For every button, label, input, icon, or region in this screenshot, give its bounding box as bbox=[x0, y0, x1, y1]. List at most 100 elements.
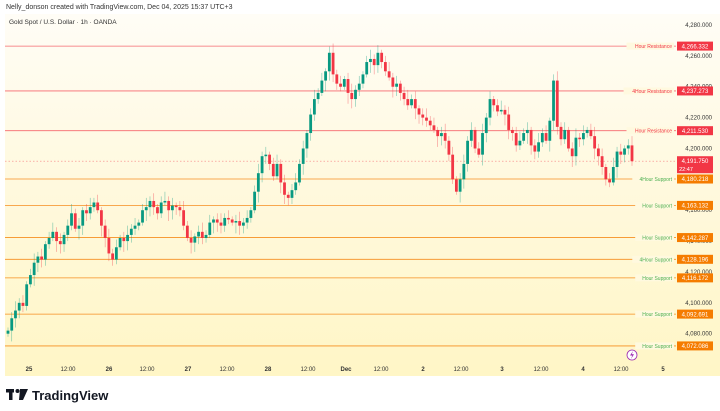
candle-body bbox=[354, 89, 357, 100]
candle-body bbox=[525, 129, 529, 134]
candle-body bbox=[548, 120, 552, 141]
candle-body bbox=[253, 191, 257, 211]
candle-body bbox=[171, 205, 174, 211]
candle-body bbox=[55, 231, 58, 242]
candle-body bbox=[608, 179, 611, 183]
x-axis-tick: 12:00 bbox=[139, 367, 155, 373]
tradingview-logo-icon bbox=[6, 388, 28, 403]
candle-body bbox=[593, 136, 597, 149]
candle-body bbox=[286, 194, 290, 198]
x-axis-tick: 28 bbox=[265, 367, 272, 373]
candle-body bbox=[350, 92, 354, 100]
candle-body bbox=[152, 200, 156, 208]
x-axis-tick: 12:00 bbox=[613, 367, 629, 373]
y-axis-tick: 4,200.000 bbox=[685, 146, 712, 152]
level-price-text: 4,237.273 bbox=[682, 89, 709, 95]
candle-body bbox=[197, 231, 200, 237]
candle-body bbox=[148, 200, 152, 208]
candle-body bbox=[421, 114, 425, 118]
candle-body bbox=[335, 74, 339, 84]
x-axis-tick: 5 bbox=[661, 367, 665, 373]
candle-body bbox=[245, 217, 249, 223]
candle-body bbox=[144, 207, 148, 211]
y-axis-tick: 4,080.000 bbox=[685, 332, 712, 338]
candle-body bbox=[518, 140, 522, 146]
candle-body bbox=[141, 210, 144, 223]
candle-body bbox=[312, 99, 316, 115]
level-price-text: 4,092.691 bbox=[682, 312, 709, 318]
candle-countdown: 22:47 bbox=[679, 167, 693, 173]
candle-body bbox=[25, 284, 29, 306]
candle-body bbox=[21, 302, 25, 306]
candle-body bbox=[73, 213, 77, 229]
candle-body bbox=[428, 120, 432, 126]
candle-body bbox=[118, 238, 122, 248]
candle-body bbox=[406, 99, 410, 106]
candle-body bbox=[156, 207, 159, 214]
level-price-badge bbox=[677, 254, 713, 264]
candle-body bbox=[103, 225, 107, 239]
candle-body bbox=[413, 99, 417, 109]
candle-body bbox=[268, 154, 271, 164]
candlestick-chart[interactable]: 4,280.0004,260.0004,240.0004,220.0004,20… bbox=[0, 0, 720, 385]
candle-body bbox=[440, 133, 443, 137]
candle-body bbox=[477, 148, 481, 155]
x-axis-tick: 26 bbox=[106, 367, 113, 373]
candle-body bbox=[589, 129, 593, 137]
chart-pane[interactable] bbox=[5, 14, 720, 376]
lightning-icon[interactable] bbox=[626, 349, 638, 361]
candle-body bbox=[230, 219, 234, 223]
candle-body bbox=[283, 182, 286, 195]
candle-body bbox=[316, 92, 320, 100]
candle-body bbox=[481, 133, 484, 155]
candle-body bbox=[585, 129, 589, 134]
candle-body bbox=[264, 154, 268, 157]
candle-body bbox=[604, 167, 608, 180]
candle-body bbox=[305, 133, 309, 149]
candle-body bbox=[469, 129, 473, 141]
candle-body bbox=[163, 200, 167, 203]
level-label: Hour Support bbox=[642, 203, 672, 209]
candle-body bbox=[451, 154, 455, 180]
candle-body bbox=[114, 247, 118, 260]
candle-body bbox=[567, 129, 570, 149]
candle-body bbox=[279, 163, 283, 183]
x-axis-tick: 4 bbox=[581, 367, 585, 373]
candle-body bbox=[432, 125, 436, 130]
x-axis-tick: 12:00 bbox=[453, 367, 469, 373]
candle-body bbox=[271, 163, 275, 177]
candle-body bbox=[626, 145, 630, 149]
level-price-badge bbox=[677, 200, 713, 210]
x-axis-tick: 12:00 bbox=[219, 367, 235, 373]
candle-body bbox=[339, 83, 342, 87]
candle-body bbox=[88, 207, 92, 214]
candle-body bbox=[298, 163, 301, 183]
candle-body bbox=[167, 200, 171, 211]
candle-body bbox=[492, 99, 496, 106]
candle-body bbox=[178, 207, 182, 211]
level-price-text: 4,128.196 bbox=[682, 258, 709, 264]
y-axis-tick: 4,260.000 bbox=[685, 54, 712, 60]
candle-body bbox=[544, 133, 548, 141]
level-label: Hour Support bbox=[642, 236, 672, 242]
candle-body bbox=[454, 179, 458, 192]
level-price-text: 4,266.332 bbox=[682, 44, 709, 50]
candle-body bbox=[320, 80, 324, 93]
candle-body bbox=[376, 52, 380, 66]
level-price-badge bbox=[677, 41, 713, 51]
candle-body bbox=[212, 219, 215, 223]
tradingview-logo[interactable]: TradingView bbox=[6, 388, 108, 403]
candle-body bbox=[380, 52, 384, 63]
candle-body bbox=[223, 217, 227, 226]
x-axis-tick: 12:00 bbox=[373, 367, 389, 373]
candle-body bbox=[600, 156, 604, 168]
level-price-badge bbox=[677, 309, 713, 319]
candle-body bbox=[219, 222, 223, 226]
candle-body bbox=[331, 52, 335, 75]
y-axis-tick: 4,160.000 bbox=[685, 208, 712, 214]
y-axis-tick: 4,140.000 bbox=[685, 239, 712, 245]
candle-body bbox=[29, 275, 32, 285]
candle-body bbox=[537, 142, 540, 152]
candle-body bbox=[290, 190, 294, 198]
level-price-badge bbox=[677, 86, 713, 96]
